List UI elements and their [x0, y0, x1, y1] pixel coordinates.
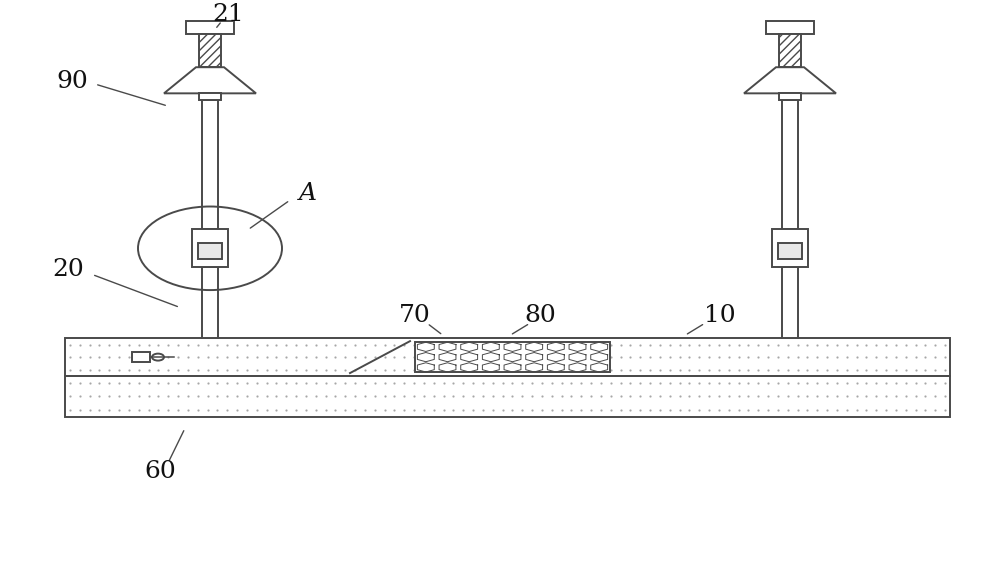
Polygon shape [186, 21, 234, 34]
Polygon shape [782, 267, 798, 338]
Polygon shape [199, 93, 221, 100]
Polygon shape [192, 229, 228, 267]
Text: 20: 20 [52, 258, 84, 281]
Circle shape [152, 354, 164, 361]
Polygon shape [65, 376, 950, 417]
Polygon shape [778, 243, 802, 260]
Text: 90: 90 [56, 70, 88, 93]
Text: 80: 80 [524, 304, 556, 327]
Text: 70: 70 [399, 304, 431, 327]
Polygon shape [744, 68, 836, 93]
Polygon shape [198, 243, 222, 260]
Polygon shape [65, 338, 950, 376]
Polygon shape [202, 100, 218, 229]
Polygon shape [132, 352, 150, 363]
Text: 21: 21 [212, 3, 244, 26]
Polygon shape [202, 267, 218, 338]
Polygon shape [782, 100, 798, 229]
Polygon shape [766, 21, 814, 34]
Text: A: A [299, 182, 317, 205]
Polygon shape [779, 93, 801, 100]
Polygon shape [415, 342, 610, 372]
Polygon shape [779, 34, 801, 68]
Polygon shape [164, 68, 256, 93]
Polygon shape [199, 34, 221, 68]
Polygon shape [772, 229, 808, 267]
Text: 10: 10 [704, 304, 736, 327]
Text: 60: 60 [144, 460, 176, 483]
